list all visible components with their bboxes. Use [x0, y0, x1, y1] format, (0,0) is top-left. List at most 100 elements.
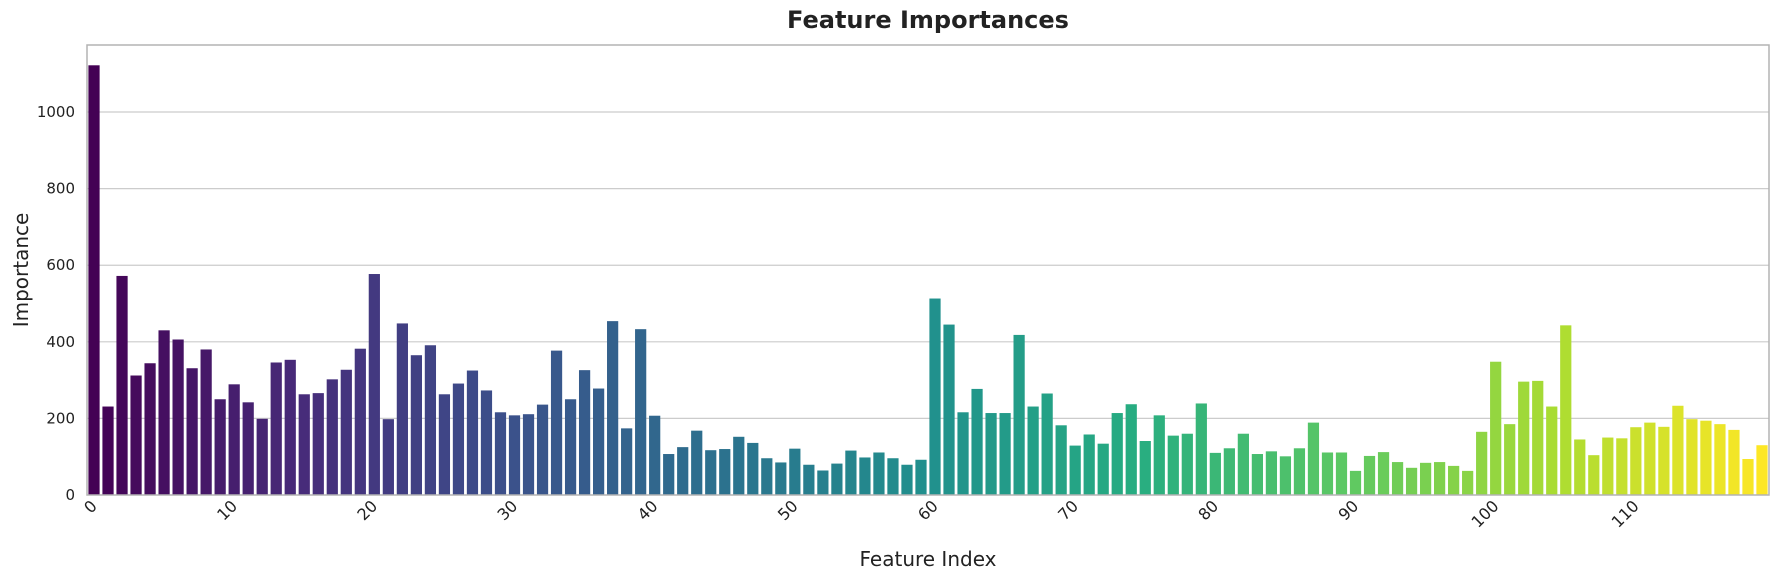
- bar-feature-23: [410, 355, 422, 495]
- bar-feature-13: [270, 362, 282, 495]
- bar-feature-59: [915, 459, 927, 495]
- bar-feature-72: [1097, 443, 1109, 495]
- bar-feature-104: [1546, 406, 1558, 495]
- x-tick-label: 110: [1608, 496, 1643, 531]
- bar-feature-25: [438, 394, 451, 495]
- bar-feature-67: [1027, 406, 1039, 495]
- bar-feature-111: [1644, 422, 1656, 495]
- bar-feature-109: [1616, 438, 1628, 495]
- bar-feature-30: [508, 415, 521, 495]
- y-tick-label: 200: [46, 409, 75, 427]
- bar-feature-80: [1209, 452, 1221, 495]
- bar-feature-28: [480, 390, 493, 495]
- bar-feature-87: [1307, 422, 1320, 495]
- bar-feature-86: [1293, 448, 1306, 495]
- x-tick-label: 20: [353, 496, 381, 524]
- bar-feature-38: [621, 428, 633, 495]
- bar-feature-11: [242, 402, 254, 495]
- bar-feature-1: [102, 406, 114, 495]
- bar-feature-113: [1672, 405, 1684, 495]
- x-tick-label: 10: [213, 496, 241, 524]
- x-tick-label: 60: [914, 496, 942, 524]
- bar-feature-29: [494, 412, 507, 495]
- bar-feature-24: [424, 345, 437, 495]
- bar-feature-14: [284, 359, 296, 495]
- bar-feature-68: [1041, 393, 1053, 495]
- bar-feature-26: [452, 383, 465, 495]
- bar-feature-101: [1504, 424, 1516, 495]
- bar-feature-22: [396, 323, 408, 495]
- gridlines: [87, 111, 1769, 420]
- bar-feature-66: [1013, 334, 1025, 495]
- bar-feature-70: [1069, 445, 1081, 495]
- bar-feature-76: [1153, 415, 1165, 495]
- bar-feature-6: [172, 339, 184, 495]
- bar-feature-46: [733, 436, 745, 495]
- bar-feature-81: [1223, 448, 1235, 495]
- bar-feature-17: [326, 379, 338, 495]
- bar-feature-40: [649, 415, 661, 495]
- bar-feature-118: [1742, 459, 1754, 495]
- bar-feature-119: [1756, 445, 1768, 495]
- bar-feature-34: [564, 399, 577, 495]
- bar-feature-50: [789, 448, 801, 495]
- bar-feature-18: [340, 369, 352, 495]
- x-axis-label: Feature Index: [860, 547, 997, 571]
- x-tick-label: 90: [1335, 496, 1363, 524]
- bar-feature-62: [957, 412, 969, 495]
- bar-feature-51: [803, 464, 815, 495]
- y-tick-label: 600: [46, 256, 75, 274]
- bar-feature-90: [1349, 470, 1362, 495]
- bar-feature-63: [971, 388, 983, 495]
- bar-feature-92: [1377, 452, 1390, 495]
- bar-feature-3: [130, 375, 142, 495]
- bar-feature-99: [1476, 431, 1488, 495]
- chart-title: Feature Importances: [787, 6, 1069, 34]
- bar-feature-31: [522, 414, 535, 495]
- bar-feature-45: [719, 449, 731, 495]
- bar-feature-49: [775, 462, 787, 495]
- bar-feature-12: [256, 418, 268, 495]
- bar-feature-7: [186, 368, 198, 495]
- bar-feature-16: [312, 393, 324, 495]
- bar-feature-97: [1448, 465, 1460, 495]
- bar-feature-75: [1139, 441, 1151, 495]
- bar-feature-79: [1195, 403, 1207, 495]
- bar-feature-95: [1419, 462, 1432, 495]
- bar-feature-74: [1125, 404, 1137, 495]
- bar-feature-105: [1560, 325, 1572, 495]
- bar-feature-56: [873, 452, 885, 495]
- bar-feature-8: [200, 349, 212, 495]
- bar-feature-37: [607, 321, 619, 495]
- bar-feature-93: [1391, 462, 1404, 495]
- x-tick-label: 50: [774, 496, 802, 524]
- bar-feature-39: [635, 329, 647, 495]
- bar-feature-58: [901, 464, 913, 495]
- bar-feature-71: [1083, 434, 1095, 495]
- bars-group: [88, 65, 1768, 495]
- bar-feature-85: [1279, 456, 1292, 495]
- bar-feature-69: [1055, 425, 1067, 495]
- bar-feature-115: [1700, 420, 1712, 495]
- y-axis-label: Importance: [9, 213, 33, 328]
- bar-feature-53: [831, 463, 843, 495]
- bar-feature-36: [593, 388, 605, 495]
- bar-feature-42: [677, 447, 689, 495]
- bar-feature-48: [761, 458, 773, 495]
- bar-feature-54: [845, 450, 857, 495]
- bar-feature-110: [1630, 427, 1642, 495]
- plot-frame: [86, 44, 1770, 496]
- bar-feature-96: [1434, 462, 1446, 495]
- bar-feature-116: [1714, 424, 1726, 495]
- bar-feature-33: [550, 350, 563, 495]
- x-tick-label: 100: [1467, 496, 1502, 531]
- bar-feature-57: [887, 458, 899, 495]
- y-tick-label: 400: [46, 333, 75, 351]
- bar-feature-61: [943, 324, 955, 495]
- bar-feature-108: [1602, 437, 1614, 495]
- bar-feature-106: [1574, 439, 1586, 495]
- bar-feature-102: [1518, 381, 1530, 495]
- y-tick-label: 800: [46, 180, 75, 198]
- bar-feature-5: [158, 330, 170, 495]
- bar-feature-2: [116, 275, 128, 495]
